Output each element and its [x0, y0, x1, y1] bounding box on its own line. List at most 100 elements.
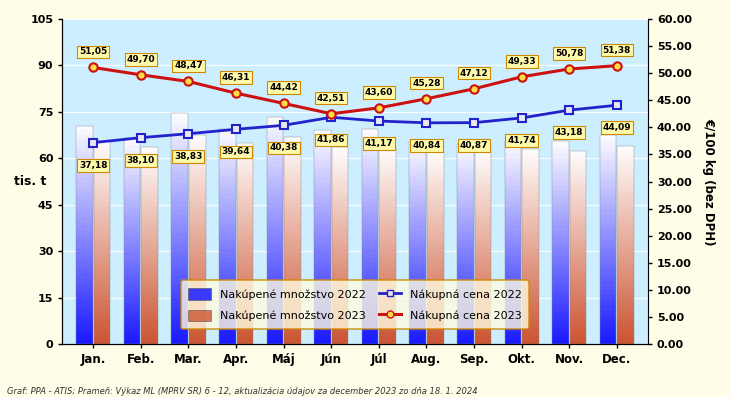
Bar	[474, 189, 491, 193]
Bar	[362, 301, 378, 305]
Bar	[237, 179, 253, 183]
Bar	[474, 150, 491, 344]
Bar	[219, 241, 236, 245]
Bar	[600, 256, 616, 260]
Bar	[284, 162, 301, 166]
Bar	[93, 243, 110, 247]
Bar	[427, 317, 444, 321]
Bar	[457, 316, 474, 320]
Bar	[474, 251, 491, 255]
Bar	[618, 285, 634, 289]
Bar	[123, 258, 140, 262]
Bar	[618, 181, 634, 185]
Bar	[552, 312, 569, 316]
Bar	[314, 250, 331, 254]
Bar	[410, 251, 426, 255]
Bar	[427, 259, 444, 263]
Bar	[237, 231, 253, 235]
Bar	[618, 158, 634, 162]
Bar	[504, 255, 521, 259]
Bar	[522, 161, 539, 165]
Bar	[237, 336, 253, 340]
Bar	[266, 289, 283, 294]
Bar	[142, 151, 158, 155]
Bar	[522, 200, 539, 204]
Bar	[142, 226, 158, 230]
Bar	[331, 179, 348, 183]
Bar	[362, 211, 378, 215]
Bar	[93, 316, 110, 320]
Bar	[331, 277, 348, 281]
Bar	[266, 162, 283, 167]
Bar	[522, 309, 539, 313]
Bar	[457, 160, 474, 164]
Bar	[142, 187, 158, 191]
Bar	[457, 300, 474, 304]
Bar	[618, 201, 634, 205]
Bar	[380, 159, 396, 163]
Bar	[237, 167, 253, 171]
Bar	[314, 229, 331, 233]
Bar	[266, 239, 283, 244]
Bar	[552, 149, 569, 154]
Bar	[457, 216, 474, 220]
Bar	[457, 208, 474, 212]
Bar	[504, 170, 521, 174]
Bar	[618, 312, 634, 316]
Bar	[380, 258, 396, 262]
Bar	[331, 336, 348, 340]
Bar	[189, 294, 206, 298]
Bar	[618, 277, 634, 281]
Bar	[123, 179, 140, 183]
Bar	[266, 144, 283, 148]
Bar	[172, 316, 188, 321]
Bar	[569, 278, 586, 282]
Bar	[123, 159, 140, 163]
Bar	[76, 305, 93, 309]
Bar	[362, 202, 378, 206]
Bar	[410, 283, 426, 287]
Bar	[600, 148, 616, 152]
Bar	[172, 201, 188, 206]
Bar	[142, 163, 158, 167]
Bar	[457, 280, 474, 284]
Bar	[237, 304, 253, 308]
Bar	[284, 331, 301, 336]
Bar	[189, 244, 206, 248]
Bar	[618, 154, 634, 158]
Bar	[142, 195, 158, 198]
Bar	[427, 340, 444, 344]
Bar	[93, 247, 110, 251]
Bar	[314, 186, 331, 190]
Bar	[362, 297, 378, 301]
Bar	[362, 193, 378, 198]
Bar	[123, 150, 140, 155]
Bar	[504, 174, 521, 178]
Bar	[504, 324, 521, 328]
Bar	[522, 176, 539, 180]
Bar	[600, 315, 616, 319]
Bar	[123, 142, 140, 146]
Bar	[189, 214, 206, 219]
Bar	[362, 327, 378, 331]
Bar	[314, 203, 331, 207]
Bar	[427, 301, 444, 305]
Bar	[427, 298, 444, 301]
Bar	[142, 210, 158, 214]
Bar	[76, 296, 93, 301]
Bar	[410, 267, 426, 271]
Bar	[123, 188, 140, 192]
Bar	[314, 272, 331, 276]
Text: 51,38: 51,38	[603, 46, 631, 55]
Bar	[427, 158, 444, 162]
Y-axis label: tis. t: tis. t	[14, 175, 46, 188]
Bar	[410, 320, 426, 324]
Bar	[314, 212, 331, 216]
Bar	[284, 261, 301, 265]
Bar	[362, 181, 378, 185]
Bar	[569, 150, 586, 154]
Bar	[123, 237, 140, 241]
Bar	[219, 249, 236, 254]
Bar	[219, 224, 236, 228]
Bar	[552, 336, 569, 340]
